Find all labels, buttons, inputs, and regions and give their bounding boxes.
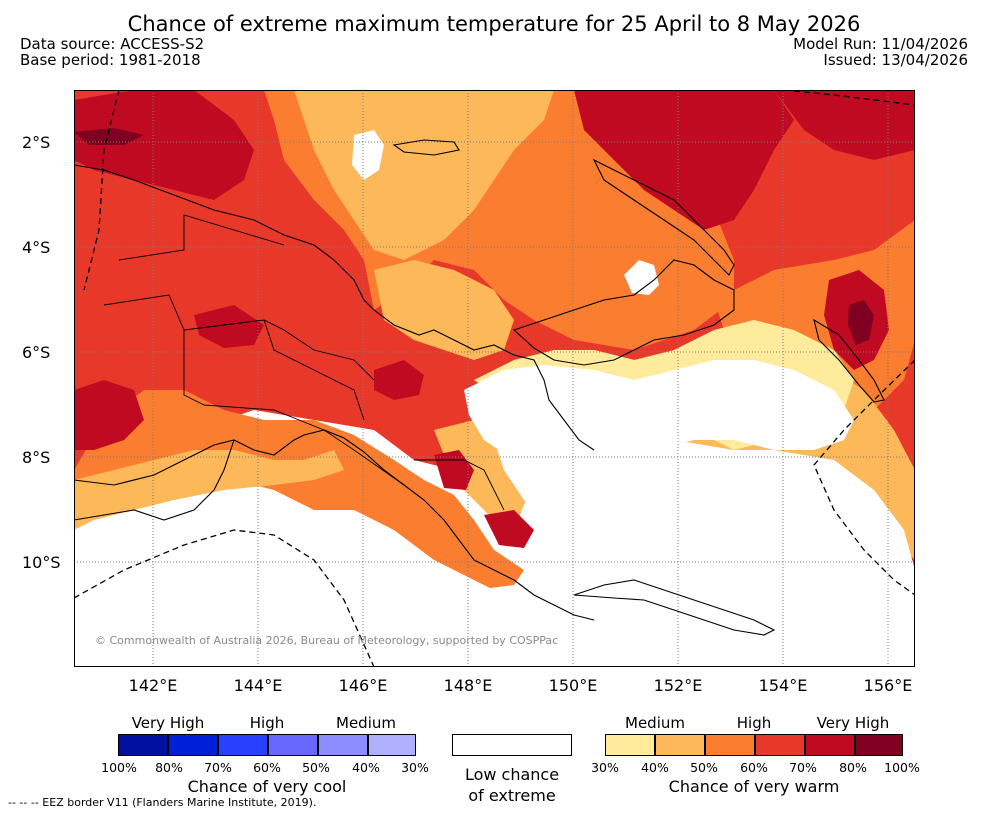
coastlines: [74, 139, 885, 636]
warm-colorbar: [605, 734, 903, 756]
province-borders: [103, 214, 505, 511]
lat-label-10s: 10°S: [22, 553, 61, 572]
warm-tick: 70%: [789, 760, 817, 775]
warm-region-70-80-gulf: [484, 510, 534, 548]
lon-label-144e: 144°E: [233, 676, 283, 695]
coastline-newireland: [592, 158, 735, 276]
cool-tick: 80%: [155, 760, 183, 775]
cool-tick: 30%: [401, 760, 429, 775]
warm-swatch-60-70: [755, 734, 805, 756]
neutral-caption-line2: of extreme: [468, 786, 556, 805]
warm-swatch-70-80: [805, 734, 855, 756]
warm-swatch-30-40: [605, 734, 655, 756]
warm-region-40-50-central: [374, 260, 514, 360]
cool-swatch-80-100: [118, 734, 168, 756]
lon-label-150e: 150°E: [548, 676, 598, 695]
warm-region-70-80-highlands: [194, 305, 264, 348]
cool-swatch-60-70: [218, 734, 268, 756]
lat-label-6s: 6°S: [22, 343, 51, 362]
lon-label-148e: 148°E: [443, 676, 493, 695]
warm-level-high: High: [736, 714, 772, 732]
low-chance-sea-central: [464, 360, 854, 470]
graticule: [74, 90, 915, 667]
warm-region-80-100-northwest: [74, 128, 144, 145]
warm-region-50-60-south: [74, 390, 524, 590]
cool-swatch-70-80: [168, 734, 218, 756]
run-info: Model Run: 11/04/2026 Issued: 13/04/2026: [793, 36, 968, 68]
copyright-notice: © Commonwealth of Australia 2026, Bureau…: [95, 634, 559, 647]
warm-swatch-50-60: [705, 734, 755, 756]
issued-date: Issued: 13/04/2026: [823, 51, 968, 69]
neutral-caption: Low chance of extreme: [440, 764, 584, 806]
neutral-caption-line1: Low chance: [464, 765, 560, 784]
cool-swatch-50-60: [268, 734, 318, 756]
warm-region-80-100-east: [848, 300, 874, 345]
low-chance-patch-newbritain: [624, 260, 659, 295]
warm-caption: Chance of very warm: [668, 777, 840, 796]
cool-level-high: High: [249, 714, 285, 732]
coastline-manus: [392, 139, 460, 156]
coastline-newbritain: [512, 259, 735, 366]
warm-region-70-80-west: [74, 380, 144, 450]
map-title: Chance of extreme maximum temperature fo…: [127, 12, 861, 36]
eez-footnote: -- -- -- EEZ border V11 (Flanders Marine…: [8, 796, 317, 809]
cool-tick: 50%: [302, 760, 330, 775]
eez-south-east: [813, 359, 915, 596]
coastline-mainland-south: [74, 429, 595, 621]
warm-region-70-80-farnortheast: [774, 90, 915, 160]
map-canvas: [74, 90, 915, 667]
cool-tick: 60%: [253, 760, 281, 775]
eez-south-west: [74, 529, 375, 667]
forecast-map[interactable]: [74, 90, 915, 667]
data-source: Data source: ACCESS-S2: [20, 35, 205, 53]
warm-tick: 80%: [839, 760, 867, 775]
warm-tick: 40%: [641, 760, 669, 775]
cool-tick: 100%: [101, 760, 137, 775]
warm-region-70-80-northeast: [574, 90, 794, 230]
lat-label-8s: 8°S: [22, 448, 51, 467]
warm-region-40-50-north: [294, 90, 554, 260]
cool-level-very-high: Very High: [131, 714, 205, 732]
neutral-swatch: [452, 734, 572, 756]
lon-label-154e: 154°E: [758, 676, 808, 695]
lon-label-152e: 152°E: [653, 676, 703, 695]
cool-tick: 40%: [352, 760, 380, 775]
low-chance-sea-southwest: [74, 520, 574, 667]
warm-region-70-80-central: [374, 360, 424, 400]
eez-borders: [74, 90, 915, 667]
cool-tick: 70%: [204, 760, 232, 775]
warm-tick: 100%: [884, 760, 920, 775]
lon-label-156e: 156°E: [863, 676, 913, 695]
coastline-bougainville: [813, 318, 885, 403]
warm-level-very-high: Very High: [816, 714, 890, 732]
lon-label-142e: 142°E: [128, 676, 178, 695]
lon-label-146e: 146°E: [338, 676, 388, 695]
low-chance-sea-southeast: [514, 450, 915, 667]
base-period: Base period: 1981-2018: [20, 51, 201, 69]
coastline-mainland-north: [74, 164, 595, 451]
warm-region-70-80-northwest: [74, 90, 254, 200]
coastline-gulf: [74, 439, 235, 521]
lat-label-2s: 2°S: [22, 133, 51, 152]
cool-colorbar: [118, 734, 416, 756]
warm-level-medium: Medium: [625, 714, 685, 732]
warm-swatch-80-100: [855, 734, 903, 756]
warm-tick: 30%: [591, 760, 619, 775]
warm-swatch-40-50: [655, 734, 705, 756]
map-border: [74, 90, 915, 667]
eez-north-east: [783, 90, 915, 106]
lat-label-4s: 4°S: [22, 238, 51, 257]
cool-swatch-40-50: [318, 734, 368, 756]
coastline-islands-southeast: [573, 579, 776, 636]
cool-level-medium: Medium: [336, 714, 396, 732]
warm-tick: 50%: [690, 760, 718, 775]
model-run: Model Run: 11/04/2026: [793, 35, 968, 53]
source-info: Data source: ACCESS-S2 Base period: 1981…: [20, 36, 204, 68]
cool-swatch-30-40: [368, 734, 416, 756]
warm-tick: 60%: [740, 760, 768, 775]
warm-region-40-50-gulf: [74, 450, 344, 530]
eez-north-west: [83, 90, 120, 291]
cool-caption: Chance of very cool: [187, 777, 347, 796]
